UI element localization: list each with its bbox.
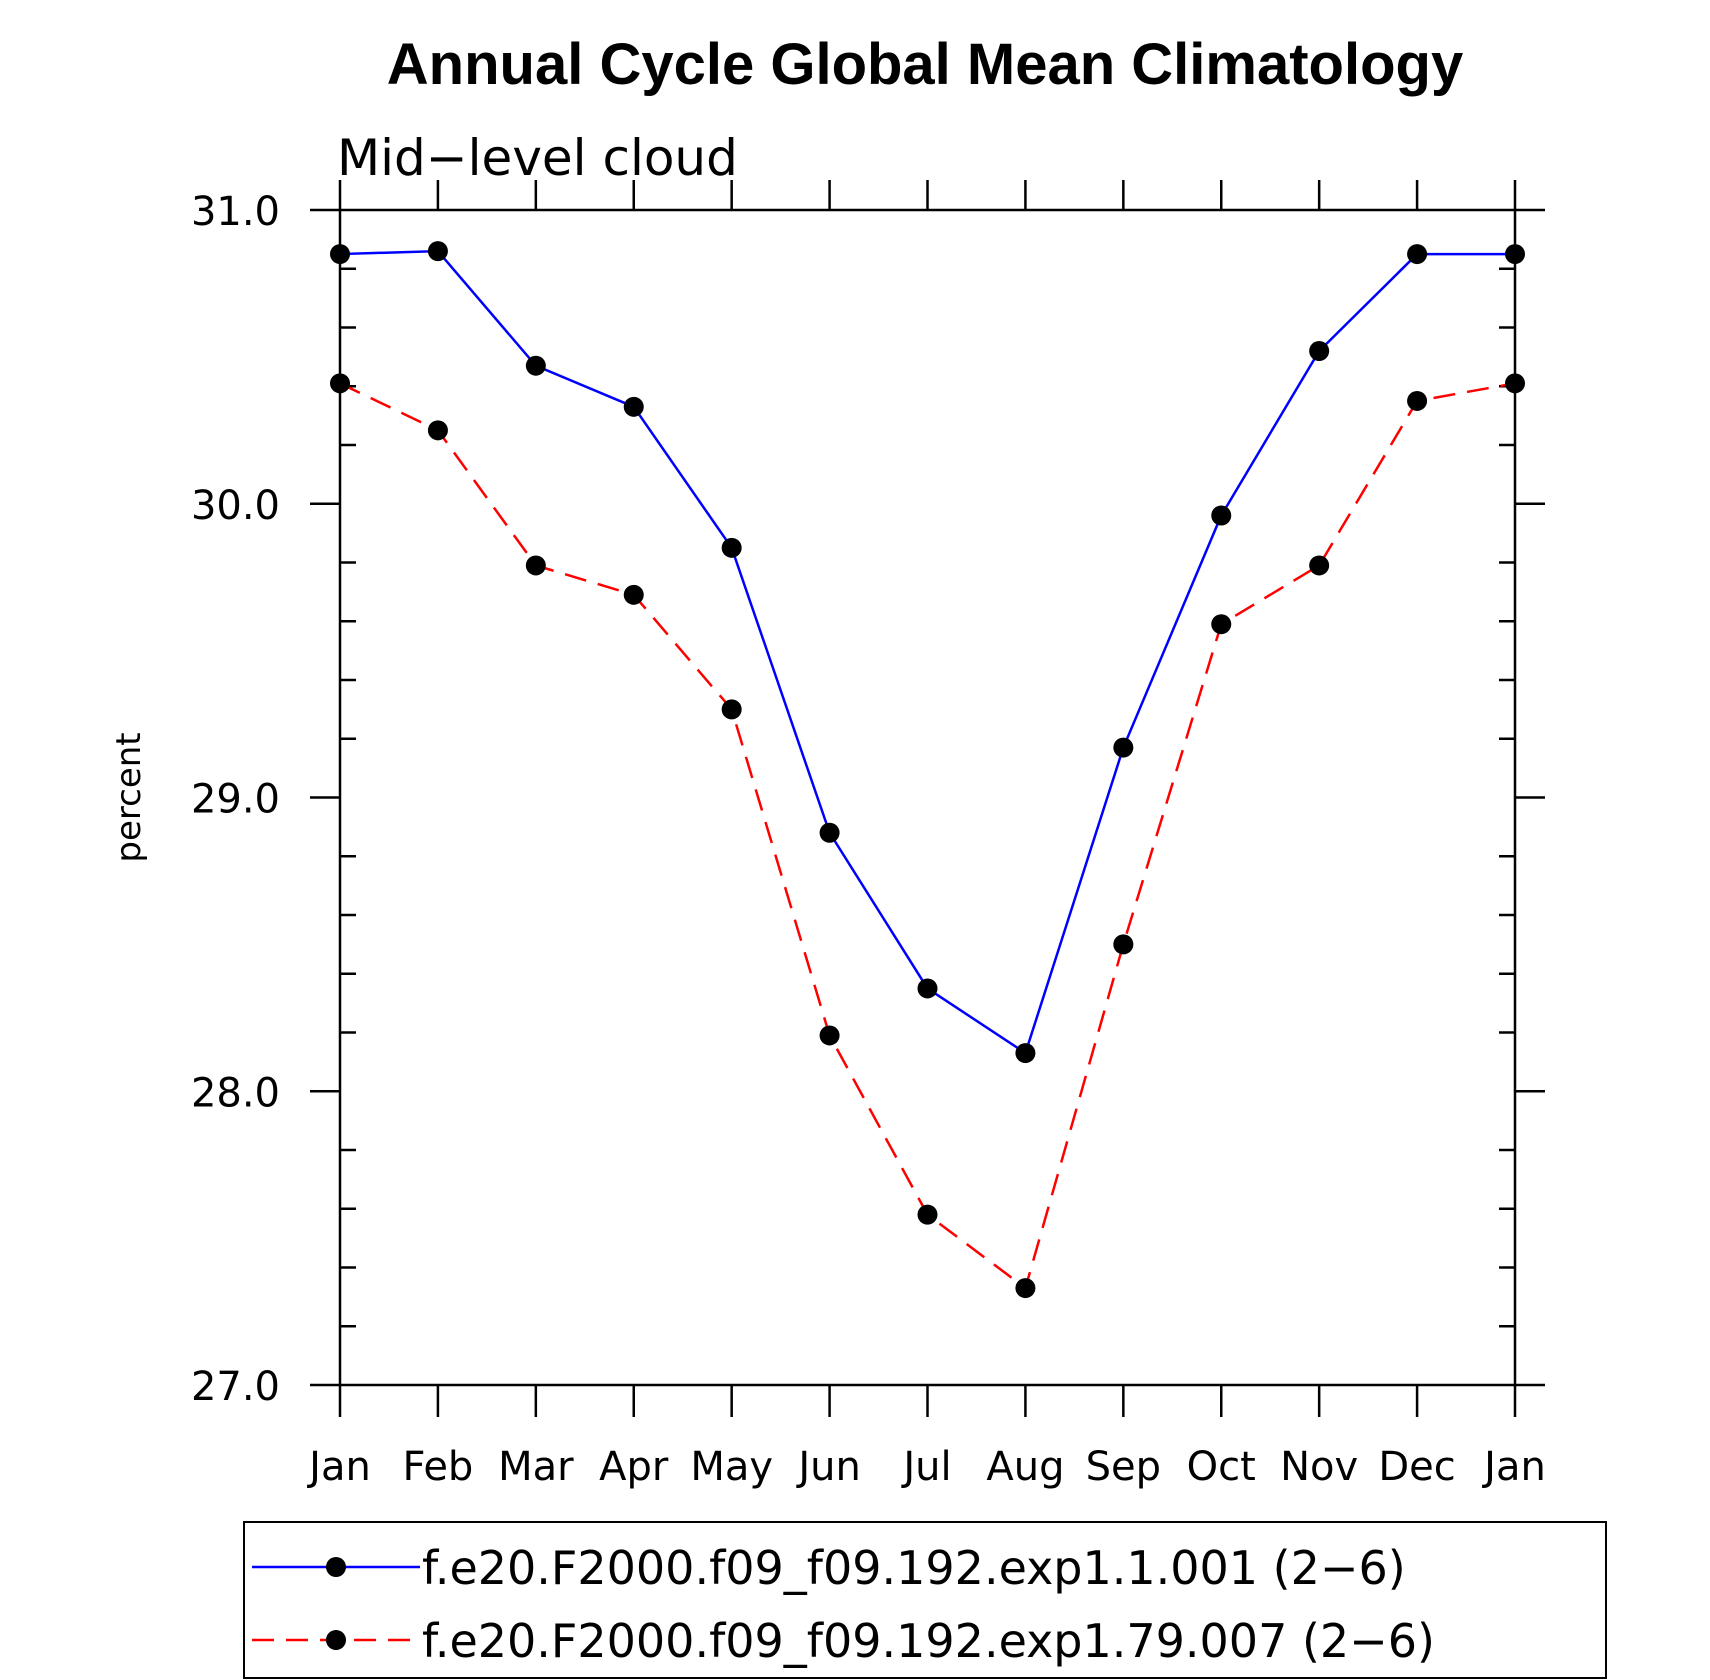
x-tick-label: Nov: [1280, 1444, 1358, 1490]
y-axis-label: percent: [109, 732, 149, 862]
legend-marker: [326, 1630, 346, 1650]
x-tick-label: Dec: [1378, 1444, 1455, 1490]
legend-box: [243, 1521, 1607, 1679]
y-tick-label: 29.0: [191, 777, 280, 823]
data-point: [1407, 244, 1428, 265]
data-point: [721, 699, 742, 720]
x-tick-label: Jan: [1481, 1444, 1546, 1490]
data-point: [1309, 341, 1330, 361]
x-tick-label: Apr: [599, 1444, 669, 1490]
x-tick-label: Jun: [795, 1444, 861, 1490]
y-tick-label: 27.0: [191, 1364, 280, 1410]
data-point: [1015, 1043, 1036, 1064]
legend-marker: [326, 1557, 346, 1577]
data-point: [1015, 1278, 1036, 1299]
legend-item: f.e20.F2000.f09_f09.192.exp1.1.001 (2−6): [252, 1541, 1406, 1595]
y-tick-labels: 27.0 28.0 29.0 30.0 31.0: [191, 189, 280, 1410]
series-1: [330, 241, 1525, 1064]
x-tick-label: Oct: [1187, 1444, 1256, 1490]
series-line: [339, 249, 1515, 1056]
data-point: [819, 822, 840, 843]
series-layer: [330, 241, 1525, 1299]
x-tick-label: Jul: [900, 1444, 951, 1490]
data-point: [917, 978, 938, 999]
x-tick-label: Mar: [498, 1444, 574, 1490]
data-point: [1505, 244, 1525, 265]
data-point: [1407, 390, 1428, 411]
legend: f.e20.F2000.f09_f09.192.exp1.1.001 (2−6)…: [243, 1521, 1607, 1679]
axis-ticks: [310, 180, 1545, 1417]
y-tick-label: 31.0: [191, 189, 280, 235]
series-2: [330, 373, 1525, 1299]
data-point: [721, 537, 742, 558]
data-point: [623, 396, 644, 417]
data-point: [427, 420, 448, 441]
data-point: [1211, 614, 1232, 635]
data-point: [917, 1204, 938, 1225]
chart-subtitle: Mid−level cloud: [337, 129, 738, 187]
data-point: [1113, 737, 1134, 758]
x-tick-label: Feb: [403, 1444, 474, 1490]
data-point: [1505, 373, 1525, 394]
data-point: [330, 373, 350, 394]
data-point: [1211, 505, 1232, 526]
legend-label: f.e20.F2000.f09_f09.192.exp1.79.007 (2−6…: [422, 1614, 1435, 1668]
y-tick-label: 30.0: [191, 483, 280, 529]
y-tick-label: 28.0: [191, 1070, 280, 1116]
legend-label: f.e20.F2000.f09_f09.192.exp1.1.001 (2−6): [422, 1541, 1406, 1595]
data-point: [1113, 934, 1134, 955]
data-point: [330, 244, 350, 265]
x-tick-label: Aug: [986, 1444, 1064, 1490]
x-tick-label: Jan: [306, 1444, 371, 1490]
data-point: [427, 241, 448, 262]
data-point: [819, 1025, 840, 1046]
chart-title: Annual Cycle Global Mean Climatology: [387, 32, 1463, 97]
x-tick-label: Sep: [1086, 1444, 1161, 1490]
legend-item: f.e20.F2000.f09_f09.192.exp1.79.007 (2−6…: [252, 1614, 1435, 1668]
x-tick-label: May: [690, 1444, 773, 1490]
data-point: [525, 555, 546, 576]
series-line: [339, 382, 1516, 1291]
x-tick-labels: Jan Feb Mar Apr May Jun Jul Aug Sep Oct Nov Dec Jan: [306, 1444, 1546, 1490]
data-point: [1309, 555, 1330, 576]
data-point: [525, 355, 546, 376]
data-point: [623, 584, 644, 605]
